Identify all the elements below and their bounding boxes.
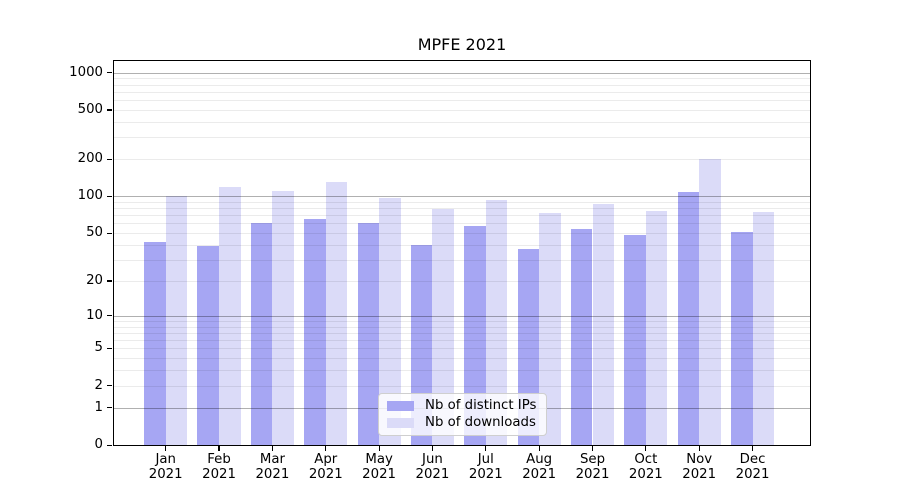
bar-nb-of-downloads-mar	[272, 190, 294, 446]
y-tick-label-100: 100	[77, 188, 103, 204]
y-tick-0	[107, 444, 112, 446]
legend-label-downloads: Nb of downloads	[425, 415, 536, 430]
y-tick-10	[107, 315, 112, 317]
bar-nb-of-downloads-jul	[485, 200, 508, 446]
bar-nb-of-distinct-ips-mar	[250, 222, 273, 446]
bar-nb-of-distinct-ips-dec	[730, 232, 753, 446]
x-tick-feb	[218, 446, 220, 451]
y-tick-label-1000: 1000	[69, 64, 103, 80]
bar-nb-of-downloads-jun	[432, 208, 455, 446]
bar-nb-of-downloads-sep	[592, 203, 615, 446]
y-tick-label-50: 50	[86, 225, 103, 241]
y-tick-label-500: 500	[77, 101, 103, 117]
y-tick-200	[107, 158, 112, 160]
y-tick-1000	[107, 72, 112, 74]
x-tick-oct	[645, 446, 647, 451]
legend-swatch-distinct-ips	[387, 401, 414, 411]
y-tick-50	[107, 232, 112, 234]
bar-nb-of-distinct-ips-nov	[677, 192, 700, 446]
x-tick-mar	[271, 446, 273, 451]
legend-swatch-downloads	[387, 418, 414, 428]
y-tick-1	[107, 407, 112, 409]
y-tick-5	[107, 347, 112, 350]
y-tick-20	[107, 280, 112, 282]
bar-nb-of-downloads-aug	[539, 213, 561, 446]
bar-nb-of-distinct-ips-oct	[624, 235, 646, 446]
x-tick-may	[378, 446, 380, 451]
y-gridline-major	[113, 72, 811, 74]
y-gridline-minor	[113, 121, 811, 123]
x-tick-label-mar: Mar 2021	[255, 452, 290, 482]
legend-label-distinct-ips: Nb of distinct IPs	[425, 398, 537, 413]
bar-nb-of-distinct-ips-may	[357, 222, 380, 446]
y-tick-label-200: 200	[77, 151, 103, 167]
bar-nb-of-downloads-nov	[699, 159, 721, 446]
x-tick-label-jan: Jan 2021	[148, 452, 183, 482]
y-tick-2	[107, 385, 112, 387]
plot-area	[113, 60, 811, 446]
bar-nb-of-downloads-feb	[219, 186, 241, 446]
bar-nb-of-distinct-ips-jul	[464, 226, 486, 446]
bar-nb-of-downloads-apr	[325, 181, 348, 446]
x-tick-nov	[698, 446, 700, 451]
chart-title: MPFE 2021	[417, 35, 507, 54]
x-tick-label-aug: Aug 2021	[522, 452, 557, 482]
x-tick-jul	[485, 446, 487, 451]
x-tick-dec	[751, 446, 754, 451]
y-tick-label-0: 0	[94, 437, 103, 452]
x-tick-label-jun: Jun 2021	[415, 452, 450, 482]
y-gridline-minor	[113, 91, 811, 93]
x-tick-apr	[325, 446, 327, 451]
legend: Nb of distinct IPs Nb of downloads	[378, 393, 547, 436]
bar-nb-of-distinct-ips-jan	[144, 242, 166, 446]
x-tick-aug	[538, 446, 540, 451]
legend-item-distinct-ips: Nb of distinct IPs	[387, 398, 538, 414]
bar-nb-of-downloads-jan	[165, 196, 188, 446]
y-gridline-minor	[113, 78, 811, 80]
bar-nb-of-distinct-ips-apr	[304, 219, 326, 446]
x-tick-jan	[165, 446, 167, 451]
x-tick-jun	[431, 446, 434, 451]
y-tick-100	[107, 195, 112, 197]
bar-nb-of-distinct-ips-sep	[570, 229, 593, 446]
y-gridline-minor	[113, 137, 811, 139]
y-tick-label-10: 10	[86, 307, 103, 323]
x-tick-label-may: May 2021	[362, 452, 397, 482]
bar-nb-of-downloads-dec	[752, 211, 775, 446]
y-tick-500	[107, 109, 112, 111]
y-gridline-minor	[113, 109, 811, 111]
bar-nb-of-downloads-may	[379, 197, 401, 446]
x-tick-label-dec: Dec 2021	[735, 452, 770, 482]
x-tick-label-jul: Jul 2021	[468, 452, 503, 482]
x-tick-label-oct: Oct 2021	[628, 452, 663, 482]
y-tick-label-2: 2	[94, 377, 103, 393]
legend-item-downloads: Nb of downloads	[387, 415, 538, 431]
x-tick-label-feb: Feb 2021	[202, 452, 236, 482]
y-gridline-minor	[113, 100, 811, 102]
x-tick-sep	[591, 446, 594, 451]
y-tick-label-20: 20	[86, 272, 103, 288]
x-tick-label-nov: Nov 2021	[682, 452, 717, 482]
y-tick-label-5: 5	[94, 340, 103, 356]
x-tick-label-apr: Apr 2021	[308, 452, 343, 482]
bar-nb-of-distinct-ips-feb	[197, 246, 220, 446]
bar-nb-of-downloads-oct	[645, 210, 668, 446]
x-tick-label-sep: Sep 2021	[575, 452, 610, 482]
y-gridline-minor	[113, 84, 811, 86]
y-tick-label-1: 1	[94, 399, 103, 415]
